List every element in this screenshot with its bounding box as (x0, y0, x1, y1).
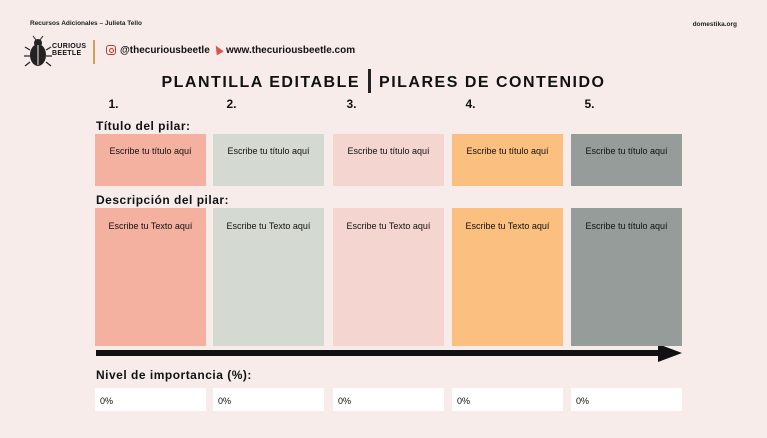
cursor-icon (212, 43, 224, 56)
header-divider (93, 40, 95, 64)
pillar-title-field[interactable]: Escribe tu título aquí (95, 134, 206, 186)
page-title-left: PLANTILLA EDITABLE (161, 74, 361, 91)
pillar-number: 4. (465, 97, 476, 111)
header-resource-credit: Recursos Adicionales – Julieta Tello (30, 20, 142, 27)
arrow-right-icon (658, 344, 682, 362)
pillar-percent-field[interactable]: 0% (95, 388, 206, 411)
instagram-handle[interactable]: @thecuriousbeetle (120, 45, 210, 56)
pillar-percent-field[interactable]: 0% (213, 388, 324, 411)
pillar-description-field[interactable]: Escribe tu Texto aquí (452, 208, 563, 346)
pillar-title-field[interactable]: Escribe tu título aquí (452, 134, 563, 186)
pillar-description-field[interactable]: Escribe tu Texto aquí (213, 208, 324, 346)
pillar-percent-field[interactable]: 0% (571, 388, 682, 411)
page-title-right: PILARES DE CONTENIDO (379, 74, 606, 91)
pillar-title-field[interactable]: Escribe tu título aquí (571, 134, 682, 186)
pillar-number: 2. (226, 97, 237, 111)
pillar-description-label: Descripción del pilar: (96, 193, 230, 207)
logo-word-2: BEETLE (52, 50, 82, 57)
website-link[interactable]: www.thecuriousbeetle.com (226, 45, 356, 56)
pillar-number: 1. (108, 97, 119, 111)
beetle-logo-icon (24, 35, 52, 67)
importance-arrow-line (96, 350, 662, 356)
pillar-title-label: Título del pilar: (96, 119, 191, 133)
header-site-name: domestika.org (692, 21, 737, 28)
logo-wordmark: CURIOUS BEETLE (52, 43, 86, 57)
pillar-title-field[interactable]: Escribe tu título aquí (333, 134, 444, 186)
title-separator (368, 69, 372, 93)
importance-label: Nivel de importancia (%): (96, 368, 252, 382)
logo-word-1: CURIOUS (52, 43, 87, 50)
pillar-description-field[interactable]: Escribe tu título aquí (571, 208, 682, 346)
page-title: PLANTILLA EDITABLE PILARES DE CONTENIDO (0, 69, 767, 93)
instagram-icon (106, 45, 116, 55)
pillar-percent-field[interactable]: 0% (333, 388, 444, 411)
pillar-number: 3. (346, 97, 357, 111)
pillar-title-field[interactable]: Escribe tu título aquí (213, 134, 324, 186)
pillar-description-field[interactable]: Escribe tu Texto aquí (333, 208, 444, 346)
pillar-percent-field[interactable]: 0% (452, 388, 563, 411)
pillar-number: 5. (584, 97, 595, 111)
pillar-description-field[interactable]: Escribe tu Texto aquí (95, 208, 206, 346)
